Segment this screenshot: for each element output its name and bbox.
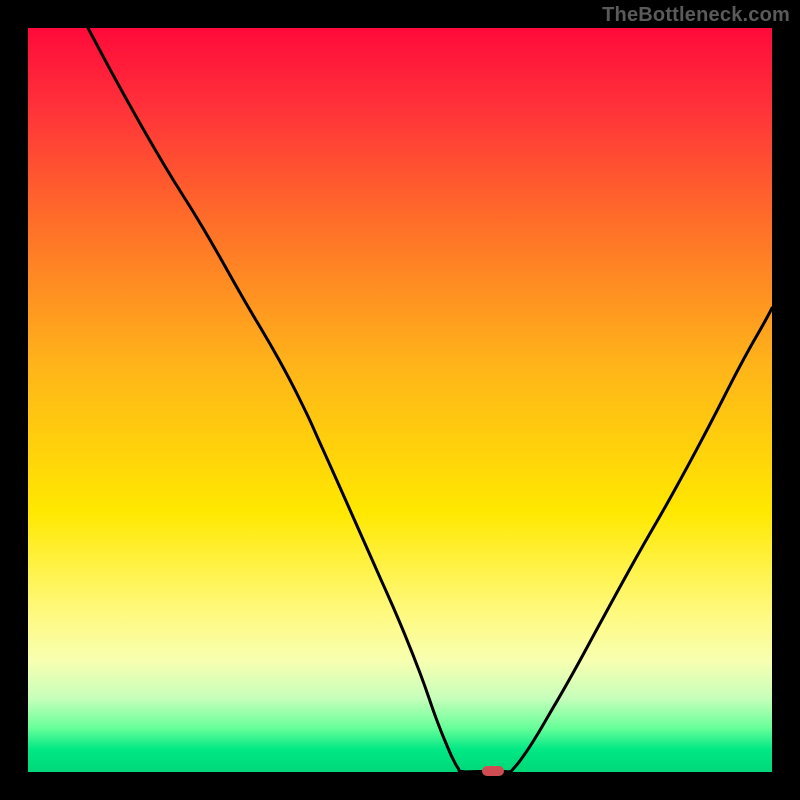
optimal-point-marker xyxy=(482,766,504,776)
gradient-plot-area xyxy=(28,28,772,772)
bottleneck-curve xyxy=(28,28,772,772)
watermark-text: TheBottleneck.com xyxy=(602,4,790,27)
chart-frame: TheBottleneck.com xyxy=(0,0,800,800)
